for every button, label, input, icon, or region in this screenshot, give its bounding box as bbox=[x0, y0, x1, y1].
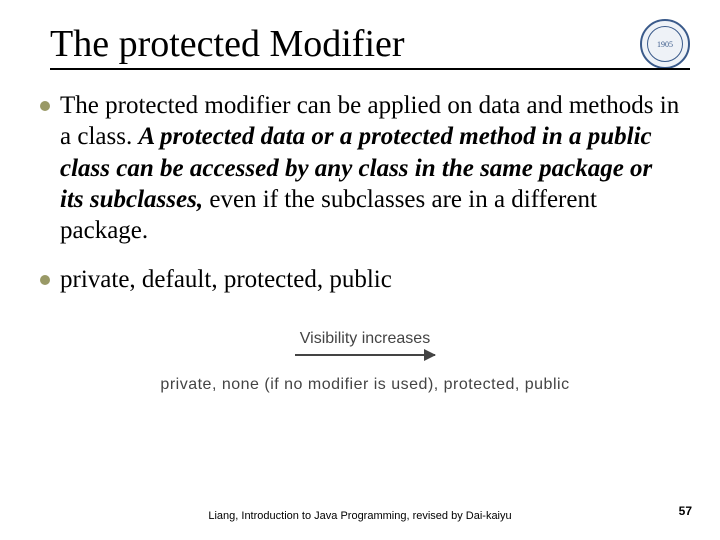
bullet-icon bbox=[40, 101, 50, 111]
seal-year: 1905 bbox=[647, 26, 683, 62]
footer-citation: Liang, Introduction to Java Programming,… bbox=[0, 510, 720, 522]
title-underline bbox=[50, 68, 690, 70]
bullet-item: The protected modifier can be applied on… bbox=[40, 90, 680, 246]
bullet-item: private, default, protected, public bbox=[40, 264, 680, 295]
visibility-diagram: Visibility increases private, none (if n… bbox=[70, 330, 660, 394]
bullet-icon bbox=[40, 275, 50, 285]
arrow-right-icon bbox=[295, 354, 435, 356]
diagram-label: Visibility increases bbox=[70, 330, 660, 348]
slide-title: The protected Modifier bbox=[50, 22, 405, 66]
bullet-pre: private, default, protected, public bbox=[60, 266, 392, 293]
bullet-text: private, default, protected, public bbox=[60, 264, 392, 295]
university-seal-icon: 1905 bbox=[640, 19, 690, 69]
bullet-text: The protected modifier can be applied on… bbox=[60, 90, 680, 246]
page-number: 57 bbox=[679, 504, 692, 518]
diagram-modifiers-line: private, none (if no modifier is used), … bbox=[70, 376, 660, 394]
content-area: The protected modifier can be applied on… bbox=[40, 90, 680, 314]
title-bar: The protected Modifier 1905 bbox=[50, 18, 690, 70]
